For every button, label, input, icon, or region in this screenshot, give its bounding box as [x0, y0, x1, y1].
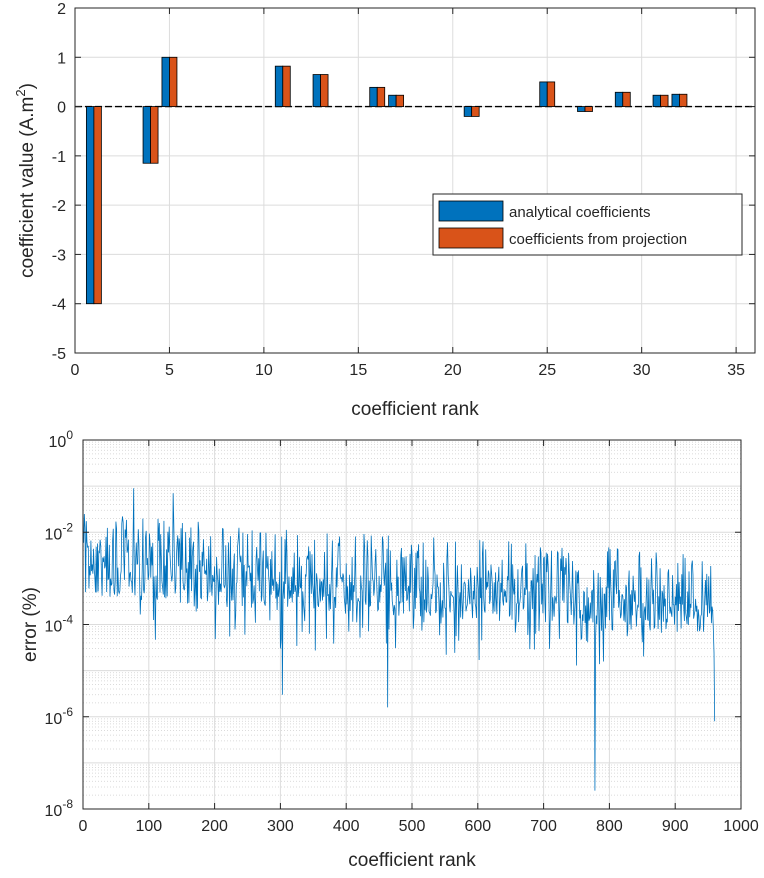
bar-analytical	[652, 94, 661, 107]
error-chart-y-axis-label: error (%)	[20, 587, 41, 662]
y-tick-label: 0	[57, 100, 66, 117]
error-chart-x-axis-label: coefficient rank	[348, 850, 476, 871]
bar-projection	[376, 86, 386, 107]
x-tick-label: 30	[633, 362, 651, 379]
bar-analytical	[463, 106, 473, 117]
x-tick-label: 1000	[723, 818, 759, 835]
bar-analytical	[369, 86, 378, 107]
error-line-chart: 0 100 200 300 400 500 600 700 800 900 1000 100 10-2…	[20, 428, 759, 871]
legend-swatch-projection	[438, 227, 504, 249]
error-chart-y-ticks: 100 10-2 10-4 10-6 10-8	[45, 428, 741, 820]
y-tick-label: -3	[52, 247, 66, 264]
y-tick-label: 1	[57, 50, 66, 67]
bar-chart-axes-frame	[74, 7, 756, 354]
x-tick-label: 5	[165, 362, 174, 379]
bar-projection	[584, 106, 593, 112]
y-tick-label: 10-8	[45, 797, 74, 820]
x-tick-label: 100	[135, 818, 162, 835]
x-tick-label: 15	[349, 362, 367, 379]
x-tick-label: 20	[444, 362, 462, 379]
bar-projection	[395, 94, 405, 107]
y-tick-label: 100	[49, 428, 74, 451]
legend-label-projection: coefficients from projection	[509, 231, 687, 248]
y-tick-label: -1	[52, 149, 66, 166]
x-tick-label: 700	[530, 818, 557, 835]
legend-swatch-analytical	[438, 200, 504, 222]
bar-projection	[622, 91, 631, 107]
bar-analytical	[388, 94, 397, 107]
x-tick-label: 25	[538, 362, 556, 379]
y-tick-label: -2	[52, 198, 66, 215]
y-tick-label: 2	[57, 1, 66, 18]
bar-analytical	[539, 81, 548, 107]
x-tick-label: 400	[333, 818, 360, 835]
legend-label-analytical: analytical coefficients	[509, 204, 650, 221]
x-tick-label: 300	[267, 818, 294, 835]
x-tick-label: 0	[71, 362, 80, 379]
bar-projection	[169, 56, 178, 107]
bar-analytical	[161, 56, 170, 107]
x-tick-label: 200	[201, 818, 228, 835]
coefficient-bar-chart: 0 5 10 15 20 25 30 35 210-1-2-3-4-5 coefficient…	[13, 1, 756, 420]
bar-chart-x-axis-label: coefficient rank	[351, 399, 479, 420]
error-line-series	[83, 488, 716, 791]
bar-projection	[660, 94, 669, 107]
x-tick-label: 0	[79, 818, 88, 835]
x-tick-label: 500	[399, 818, 426, 835]
bar-analytical	[274, 65, 284, 107]
bar-chart-x-ticks: 0 5 10 15 20 25 30 35	[71, 8, 745, 379]
bar-series	[85, 56, 688, 305]
x-tick-label: 600	[464, 818, 491, 835]
bar-projection	[93, 106, 102, 305]
y-tick-label: 10-4	[45, 613, 74, 636]
bar-analytical	[614, 91, 624, 107]
bar-analytical	[577, 106, 586, 112]
x-tick-label: 35	[727, 362, 745, 379]
x-tick-label: 900	[662, 818, 689, 835]
y-tick-label: 10-2	[45, 520, 74, 543]
bar-analytical	[312, 74, 321, 107]
y-tick-label: -4	[52, 297, 66, 314]
bar-chart-y-ticks: 2 1 0 -1 -2 -3 -4 -5	[52, 1, 755, 363]
bar-chart-y-axis-label: coefficient value (A.m2)	[13, 83, 38, 278]
error-chart-x-ticks: 0 100 200 300 400 500 600 700 800 900 1000	[79, 440, 759, 835]
bar-chart-legend: analytical coefficients coefficients fro…	[432, 193, 743, 256]
bar-projection	[320, 74, 329, 107]
x-tick-label: 800	[596, 818, 623, 835]
bar-projection	[679, 93, 688, 107]
y-tick-label: -5	[52, 346, 66, 363]
bar-analytical	[142, 106, 151, 164]
y-tick-label: 10-6	[45, 705, 74, 728]
bar-analytical	[671, 93, 680, 107]
bar-analytical	[85, 106, 95, 305]
bar-projection	[546, 81, 556, 107]
x-tick-label: 10	[255, 362, 273, 379]
bar-projection	[471, 106, 480, 117]
bar-projection	[150, 106, 159, 164]
bar-projection	[282, 65, 291, 107]
